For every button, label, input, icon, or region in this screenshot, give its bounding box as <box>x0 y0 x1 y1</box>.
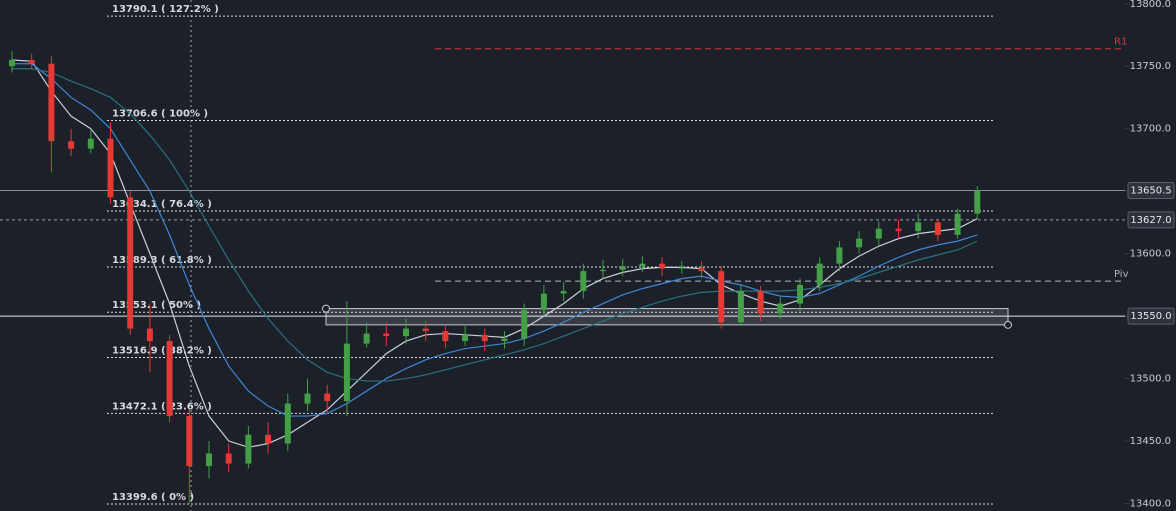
candle-body <box>343 343 350 402</box>
candle-body <box>383 333 390 337</box>
candle-body <box>462 334 469 342</box>
candle-body <box>875 228 882 239</box>
y-tick-label: 13400.0 <box>1130 499 1171 510</box>
candle-body <box>797 284 803 304</box>
candle-body <box>737 291 744 323</box>
candle-body <box>28 59 35 64</box>
candle-body <box>540 293 547 310</box>
pivot-label: R1 <box>1114 37 1127 48</box>
candle-body <box>639 263 646 267</box>
price-tag-label: 13627.0 <box>1130 215 1171 226</box>
y-tick-label: 13600.0 <box>1130 249 1171 260</box>
zone-handle <box>322 304 330 313</box>
candle-body <box>422 328 429 332</box>
price-tag-label: 13650.5 <box>1130 186 1171 197</box>
y-tick-label: 13800.0 <box>1130 0 1171 10</box>
fib-label: 13706.6 ( 100% ) <box>112 108 208 119</box>
candle-body <box>718 271 725 323</box>
candle-body <box>836 247 843 264</box>
candle-body <box>245 434 252 464</box>
fib-label: 13516.9 ( 38.2% ) <box>112 345 212 356</box>
fib-label: 13790.1 ( 127.2% ) <box>112 4 219 15</box>
y-tick-label: 13700.0 <box>1130 124 1171 135</box>
price-tag <box>1127 182 1175 200</box>
candle-body <box>186 416 193 467</box>
candle-body <box>777 303 784 314</box>
candle-body <box>107 138 114 198</box>
candle-body <box>127 197 134 329</box>
candle-body <box>501 338 508 342</box>
candle-body <box>698 267 705 272</box>
moving-average <box>12 63 978 417</box>
candle-body <box>895 228 902 232</box>
candle-body <box>225 453 232 464</box>
candle-body <box>324 393 331 402</box>
candle-body <box>206 453 212 467</box>
candle-body <box>265 434 272 444</box>
candle-body <box>304 393 311 404</box>
price-tag <box>1127 211 1175 229</box>
candle-body <box>678 267 685 269</box>
candle-body <box>68 141 75 149</box>
zone-handle <box>1004 320 1012 329</box>
fib-label: 13553.1 ( 50% ) <box>112 300 201 311</box>
candle-body <box>600 269 606 272</box>
candle-body <box>954 213 961 235</box>
price-tag <box>1127 307 1175 325</box>
candle-body <box>580 271 587 292</box>
fib-label: 13589.3 ( 61.8% ) <box>112 255 212 266</box>
fib-label: 13634.1 ( 76.4% ) <box>112 199 212 210</box>
zone <box>325 308 1009 326</box>
candle-body <box>87 138 94 149</box>
candle-body <box>363 333 370 344</box>
pivot-label: Piv <box>1114 269 1129 280</box>
candle-body <box>934 222 941 235</box>
candle-body <box>403 328 409 337</box>
y-tick-label: 13750.0 <box>1130 61 1171 72</box>
candle-body <box>816 263 823 285</box>
candle-body <box>146 328 153 342</box>
candle-body <box>166 341 173 417</box>
candle-body <box>284 403 291 444</box>
candle-body <box>9 59 15 67</box>
candle-body <box>659 263 666 269</box>
candle-body <box>521 309 528 339</box>
price-tag-label: 13550.0 <box>1130 311 1171 322</box>
candle-body <box>48 63 55 142</box>
moving-average <box>12 68 978 382</box>
candle-body <box>757 291 764 314</box>
candle-body <box>619 266 626 270</box>
fib-label: 13399.6 ( 0% ) <box>112 492 194 503</box>
y-tick-label: 13450.0 <box>1130 436 1171 447</box>
candle-body <box>856 238 863 248</box>
candle-body <box>481 334 488 342</box>
y-tick-label: 13500.0 <box>1130 374 1171 385</box>
fib-label: 13472.1 ( 23.6% ) <box>112 401 212 412</box>
candle-body <box>560 291 567 294</box>
candle-body <box>442 331 449 342</box>
candle-body <box>974 190 981 214</box>
candle-body <box>915 222 922 232</box>
